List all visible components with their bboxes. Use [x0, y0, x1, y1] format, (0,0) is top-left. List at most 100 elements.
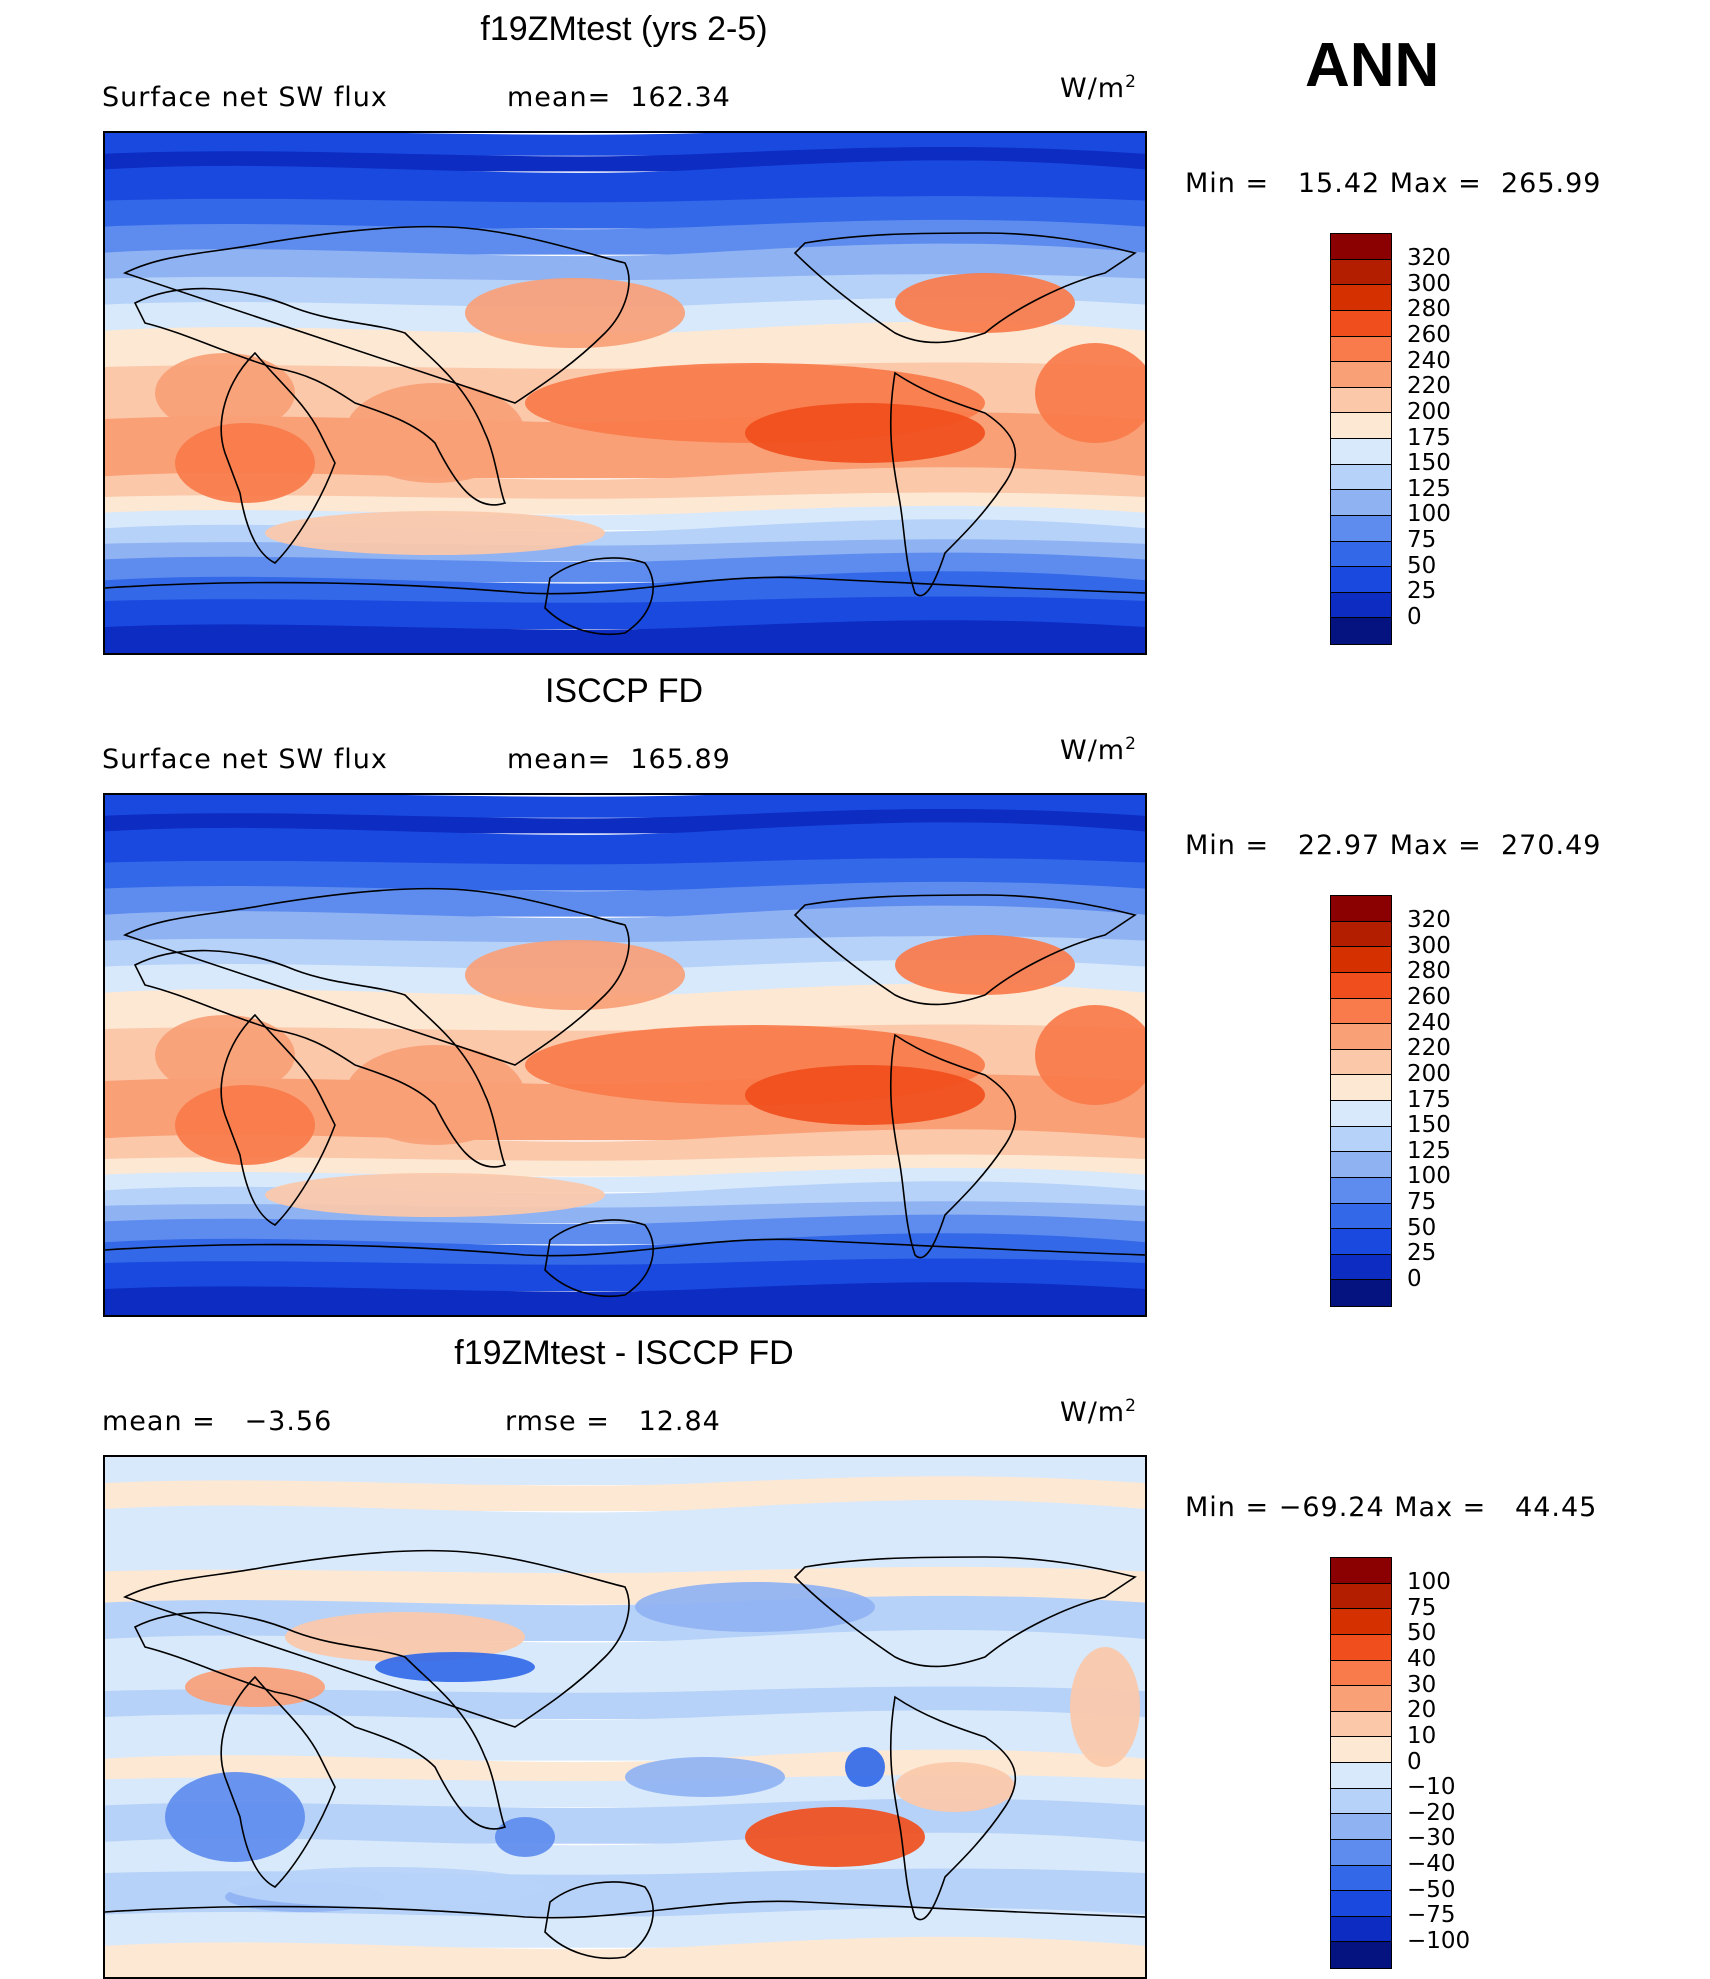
colorbar-swatch [1331, 413, 1391, 439]
colorbar-tick-label: 125 [1407, 475, 1451, 502]
field-blob [265, 511, 605, 555]
field-blob [465, 940, 685, 1010]
variable-label: Surface net SW flux [102, 744, 388, 775]
colorbar-tick-label: 50 [1407, 1214, 1437, 1241]
coastline [220, 1675, 336, 1888]
colorbar-swatch [1331, 1101, 1391, 1127]
colorbar-tick-label: 150 [1407, 450, 1451, 477]
field-blob [175, 423, 315, 503]
field-blob [1035, 343, 1145, 443]
coastline [122, 225, 630, 404]
colorbar [1330, 895, 1392, 1307]
field-band [105, 1710, 1145, 1761]
colorbar-tick-label: 75 [1407, 527, 1437, 553]
field-band [105, 1282, 1145, 1315]
colorbar-tick-label: 150 [1407, 1112, 1451, 1139]
colorbar-swatch [1331, 618, 1391, 644]
coastline-antarctica [105, 1238, 1145, 1257]
coastline [544, 1881, 654, 1960]
colorbar-tick-label: 25 [1407, 578, 1437, 605]
coastline [133, 287, 507, 506]
colorbar-tick-label: −75 [1407, 1902, 1456, 1929]
field-blob [625, 1757, 785, 1797]
colorbar-swatch [1331, 567, 1391, 593]
coastline [220, 351, 336, 564]
colorbar [1330, 1557, 1392, 1969]
colorbar-swatch [1331, 1126, 1391, 1153]
field-blob [745, 403, 985, 463]
field-blob [285, 1612, 525, 1662]
coastline [133, 949, 507, 1168]
field-band [105, 1566, 1145, 1605]
field-blob [345, 1045, 525, 1145]
colorbar-swatch [1331, 1254, 1391, 1281]
colorbar-tick-label: 25 [1407, 1240, 1437, 1267]
colorbar-tick-label: 280 [1407, 958, 1451, 985]
colorbar-swatch [1331, 1583, 1391, 1610]
coastline [793, 232, 1137, 344]
colorbar-tick-label: 0 [1407, 603, 1422, 630]
colorbar-swatch [1331, 387, 1391, 414]
field-blob [345, 383, 525, 483]
min-max-stat: Min = −69.24 Max = 44.45 [1185, 1492, 1598, 1523]
field-blob [1035, 1005, 1145, 1105]
colorbar-swatch [1331, 259, 1391, 286]
colorbar-tick-label: −40 [1407, 1851, 1456, 1877]
colorbar-tick-label: −30 [1407, 1825, 1456, 1852]
field-band [105, 983, 1145, 1031]
coastline [122, 1549, 630, 1728]
field-band [105, 1233, 1145, 1265]
colorbar-tick-label: 240 [1407, 347, 1451, 374]
colorbar-tick-label: 175 [1407, 1086, 1451, 1113]
panel-title: f19ZMtest - ISCCP FD [454, 1334, 794, 1372]
field-blob [895, 273, 1075, 333]
colorbar-tick-label: 100 [1407, 1569, 1451, 1596]
coastline-antarctica [105, 1900, 1145, 1919]
colorbar-swatch [1331, 490, 1391, 516]
panel-title: ISCCP FD [544, 672, 704, 710]
field-band [105, 467, 1145, 499]
colorbar-tick-label: 200 [1407, 398, 1451, 425]
colorbar-tick-label: 220 [1407, 1035, 1451, 1062]
colorbar-swatch [1331, 1788, 1391, 1815]
field-blob [745, 1807, 925, 1867]
units-label: W/m2 [1060, 1396, 1137, 1428]
colorbar [1330, 233, 1392, 645]
field-blob [845, 1747, 885, 1787]
colorbar-tick-label: −10 [1407, 1774, 1456, 1801]
mean-stat: mean = −3.56 [102, 1406, 333, 1437]
coastline [122, 887, 630, 1066]
units-label: W/m2 [1060, 734, 1137, 766]
colorbar-tick-label: −100 [1407, 1927, 1471, 1954]
colorbar-swatch [1331, 1229, 1391, 1255]
colorbar-swatch [1331, 1024, 1391, 1050]
colorbar-tick-label: 75 [1407, 1189, 1437, 1215]
colorbar-tick-label: 20 [1407, 1697, 1437, 1724]
colorbar-swatch [1331, 1660, 1391, 1687]
contour-map [103, 131, 1147, 655]
colorbar-tick-label: 260 [1407, 984, 1451, 1010]
colorbar-swatch [1331, 439, 1391, 465]
mean-stat: mean= 165.89 [507, 744, 731, 775]
colorbar-tick-label: 300 [1407, 270, 1451, 297]
colorbar-swatch [1331, 1839, 1391, 1866]
coastline [889, 371, 1017, 597]
contour-map [103, 1455, 1147, 1979]
colorbar-swatch [1331, 1891, 1391, 1917]
colorbar-tick-label: 280 [1407, 296, 1451, 323]
colorbar-tick-label: 100 [1407, 1163, 1451, 1190]
colorbar-swatch [1331, 1814, 1391, 1840]
field-blob [225, 1867, 545, 1907]
field-band [105, 822, 1145, 865]
field-blob [375, 1652, 535, 1682]
colorbar-swatch [1331, 1558, 1391, 1584]
colorbar-swatch [1331, 464, 1391, 491]
colorbar-tick-label: 175 [1407, 424, 1451, 451]
colorbar-tick-label: 30 [1407, 1671, 1437, 1698]
colorbar-swatch [1331, 1177, 1391, 1204]
colorbar-swatch [1331, 1942, 1391, 1968]
colorbar-tick-label: −50 [1407, 1876, 1456, 1903]
field-blob [895, 1762, 1015, 1812]
colorbar-tick-label: 0 [1407, 1265, 1422, 1292]
colorbar-tick-label: 75 [1407, 1594, 1437, 1621]
